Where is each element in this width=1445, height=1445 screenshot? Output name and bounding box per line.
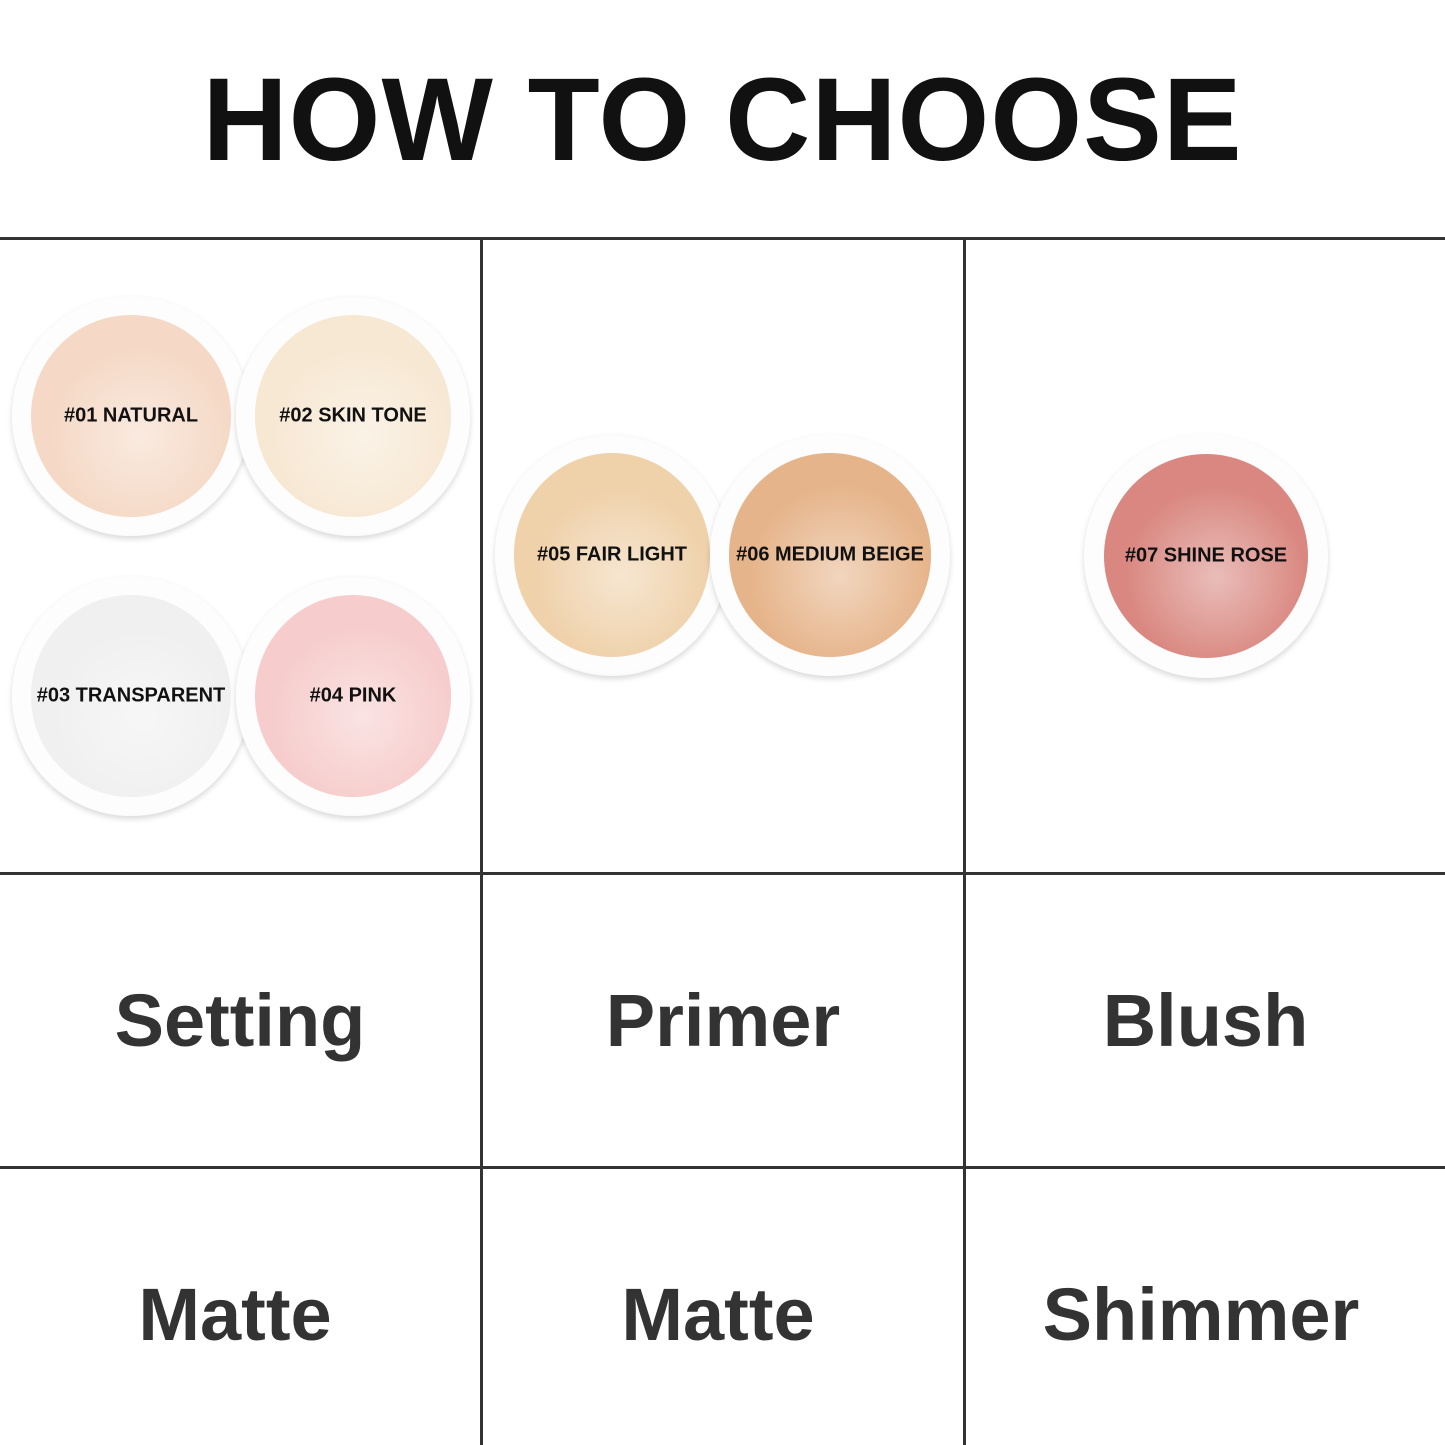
finish-shimmer: Shimmer bbox=[1042, 1273, 1360, 1356]
finish-matte-1: Matte bbox=[138, 1273, 332, 1356]
powder-jar-07: #07 SHINE ROSE bbox=[1084, 434, 1328, 678]
powder-swatch bbox=[31, 315, 231, 517]
shade-label: #07 SHINE ROSE bbox=[1124, 544, 1288, 567]
page-title: HOW TO CHOOSE bbox=[202, 54, 1243, 186]
grid-divider bbox=[0, 1166, 1445, 1169]
powder-jar-01: #01 NATURAL bbox=[12, 296, 250, 536]
powder-swatch bbox=[729, 453, 931, 657]
shade-label: #03 TRANSPARENT bbox=[36, 684, 226, 707]
powder-jar-05: #05 FAIR LIGHT bbox=[495, 434, 729, 676]
grid-divider bbox=[480, 238, 483, 1445]
powder-swatch bbox=[1103, 453, 1309, 659]
powder-jar-04: #04 PINK bbox=[236, 576, 470, 816]
use-setting: Setting bbox=[114, 979, 366, 1062]
powder-jar-06: #06 MEDIUM BEIGE bbox=[710, 434, 950, 676]
grid-divider bbox=[963, 238, 966, 1445]
shade-label: #04 PINK bbox=[309, 684, 397, 707]
powder-jar-02: #02 SKIN TONE bbox=[236, 296, 470, 536]
powder-swatch bbox=[31, 595, 231, 797]
shade-label: #06 MEDIUM BEIGE bbox=[736, 543, 924, 566]
finish-matte-2: Matte bbox=[621, 1273, 815, 1356]
powder-swatch bbox=[513, 453, 711, 657]
use-blush: Blush bbox=[1102, 979, 1309, 1062]
shade-label: #02 SKIN TONE bbox=[279, 404, 427, 427]
grid-divider bbox=[0, 237, 1445, 240]
powder-swatch bbox=[254, 595, 452, 797]
powder-jar-03: #03 TRANSPARENT bbox=[12, 576, 250, 816]
powder-swatch bbox=[254, 315, 452, 517]
shade-label: #05 FAIR LIGHT bbox=[536, 543, 688, 566]
grid-divider bbox=[0, 872, 1445, 875]
use-primer: Primer bbox=[605, 979, 841, 1062]
shade-label: #01 NATURAL bbox=[63, 404, 199, 427]
